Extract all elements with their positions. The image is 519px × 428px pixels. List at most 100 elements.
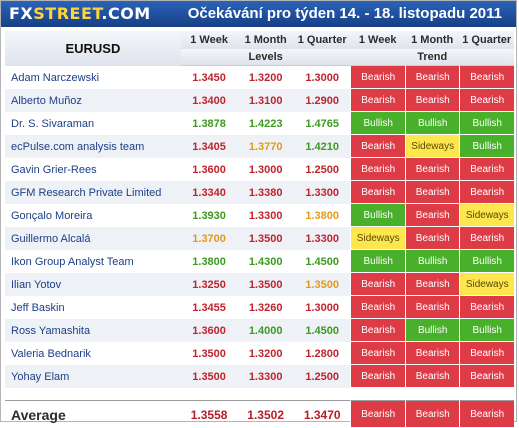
trend-quarter: Bullish (459, 250, 514, 273)
trend-week: Sideways (350, 227, 405, 250)
analyst-name[interactable]: Gonçalo Moreira (5, 204, 181, 227)
trend-quarter-header: 1 Quarter (459, 31, 514, 49)
trend-month: Sideways (404, 135, 460, 158)
trend-quarter: Bearish (459, 66, 514, 89)
header-bar: FXSTREET.COM Očekávání pro týden 14. - 1… (1, 1, 516, 27)
analyst-name[interactable]: Ross Yamashita (5, 319, 181, 342)
trend-month: Bearish (404, 342, 460, 365)
level-month: 1.3300 (237, 204, 294, 227)
table-row: Jeff Baskin 1.3455 1.3260 1.3000 Bearish Bear… (5, 296, 514, 319)
trend-month: Bearish (404, 296, 460, 319)
analyst-name[interactable]: ecPulse.com analysis team (5, 135, 181, 158)
analyst-name[interactable]: Valeria Bednarik (5, 342, 181, 365)
table-row: Dr. S. Sivaraman 1.3878 1.4223 1.4765 Bullis… (5, 112, 514, 135)
level-week: 1.3930 (180, 204, 238, 227)
trend-week: Bearish (350, 66, 405, 89)
pair-header: EURUSD (5, 31, 181, 66)
table-row: Ikon Group Analyst Team 1.3800 1.4300 1.450… (5, 250, 514, 273)
forecast-table: EURUSD 1 Week 1 Month 1 Quarter 1 Week 1… (5, 31, 514, 428)
table-row: Alberto Muñoz 1.3400 1.3100 1.2900 Bearish Be… (5, 89, 514, 112)
trend-month: Bearish (404, 204, 460, 227)
level-quarter: 1.4765 (293, 112, 351, 135)
analyst-name[interactable]: Yohay Elam (5, 365, 181, 388)
trend-week: Bearish (350, 158, 405, 181)
trend-month: Bearish (404, 181, 460, 204)
table-row: ecPulse.com analysis team 1.3405 1.3770 1.4… (5, 135, 514, 158)
level-month: 1.3100 (237, 89, 294, 112)
trend-month: Bullish (404, 319, 460, 342)
level-week: 1.3700 (180, 227, 238, 250)
trend-month: Bearish (404, 89, 460, 112)
level-month: 1.4223 (237, 112, 294, 135)
trend-quarter: Bullish (459, 319, 514, 342)
level-quarter: 1.2500 (293, 365, 351, 388)
analyst-name[interactable]: Ilian Yotov (5, 273, 181, 296)
trend-group-header: Trend (350, 49, 514, 66)
table-row: Ilian Yotov 1.3250 1.3500 1.3500 Bearish Bear… (5, 273, 514, 296)
trend-month: Bearish (404, 66, 460, 89)
analyst-name[interactable]: Jeff Baskin (5, 296, 181, 319)
analyst-name[interactable]: Dr. S. Sivaraman (5, 112, 181, 135)
level-quarter: 1.3300 (293, 181, 351, 204)
average-trend-week: Bearish (350, 400, 405, 428)
forecast-rows: Adam Narczewski 1.3450 1.3200 1.3000 Bearish… (5, 66, 514, 388)
level-quarter: 1.3500 (293, 273, 351, 296)
levels-month-header: 1 Month (237, 31, 294, 49)
trend-month: Bearish (404, 227, 460, 250)
level-month: 1.4300 (237, 250, 294, 273)
table-row: Ross Yamashita 1.3600 1.4000 1.4500 Bearish B… (5, 319, 514, 342)
average-label: Average (5, 400, 181, 428)
level-month: 1.3500 (237, 273, 294, 296)
level-week: 1.3400 (180, 89, 238, 112)
level-week: 1.3405 (180, 135, 238, 158)
page-title: Očekávání pro týden 14. - 18. listopadu … (187, 5, 502, 22)
trend-month: Bullish (404, 112, 460, 135)
table-row: Adam Narczewski 1.3450 1.3200 1.3000 Bearish… (5, 66, 514, 89)
trend-week: Bearish (350, 296, 405, 319)
trend-week: Bearish (350, 135, 405, 158)
table-row: Gonçalo Moreira 1.3930 1.3300 1.3800 Bullish… (5, 204, 514, 227)
table-row: Valeria Bednarik 1.3500 1.3200 1.2800 Bearis… (5, 342, 514, 365)
trend-quarter: Sideways (459, 273, 514, 296)
average-quarter: 1.3470 (293, 400, 351, 428)
trend-week: Bearish (350, 319, 405, 342)
trend-week: Bearish (350, 365, 405, 388)
level-quarter: 1.3000 (293, 66, 351, 89)
trend-month: Bearish (404, 273, 460, 296)
average-month: 1.3502 (237, 400, 294, 428)
trend-quarter: Bullish (459, 135, 514, 158)
logo-domain: .COM (101, 4, 151, 23)
level-week: 1.3800 (180, 250, 238, 273)
level-week: 1.3500 (180, 342, 238, 365)
trend-quarter: Bearish (459, 89, 514, 112)
levels-group-header: Levels (180, 49, 351, 66)
analyst-name[interactable]: Guillermo Alcalá (5, 227, 181, 250)
analyst-name[interactable]: Ikon Group Analyst Team (5, 250, 181, 273)
level-quarter: 1.4500 (293, 250, 351, 273)
analyst-name[interactable]: Gavin Grier-Rees (5, 158, 181, 181)
level-quarter: 1.2800 (293, 342, 351, 365)
level-week: 1.3450 (180, 66, 238, 89)
levels-quarter-header: 1 Quarter (293, 31, 351, 49)
fxstreet-logo[interactable]: FXSTREET.COM (9, 4, 151, 23)
level-quarter: 1.2500 (293, 158, 351, 181)
trend-week: Bearish (350, 273, 405, 296)
trend-month: Bearish (404, 158, 460, 181)
table-row: GFM Research Private Limited 1.3340 1.3380… (5, 181, 514, 204)
level-week: 1.3600 (180, 319, 238, 342)
level-month: 1.3200 (237, 342, 294, 365)
table-row: Gavin Grier-Rees 1.3600 1.3000 1.2500 Bearis… (5, 158, 514, 181)
trend-quarter: Bearish (459, 227, 514, 250)
level-month: 1.3500 (237, 227, 294, 250)
trend-quarter: Sideways (459, 204, 514, 227)
level-week: 1.3250 (180, 273, 238, 296)
trend-month: Bearish (404, 365, 460, 388)
analyst-name[interactable]: Adam Narczewski (5, 66, 181, 89)
table-row: Guillermo Alcalá 1.3700 1.3500 1.3300 Sidewa… (5, 227, 514, 250)
logo-fx: FX (9, 4, 34, 23)
analyst-name[interactable]: Alberto Muñoz (5, 89, 181, 112)
trend-quarter: Bearish (459, 342, 514, 365)
analyst-name[interactable]: GFM Research Private Limited (5, 181, 181, 204)
level-week: 1.3340 (180, 181, 238, 204)
